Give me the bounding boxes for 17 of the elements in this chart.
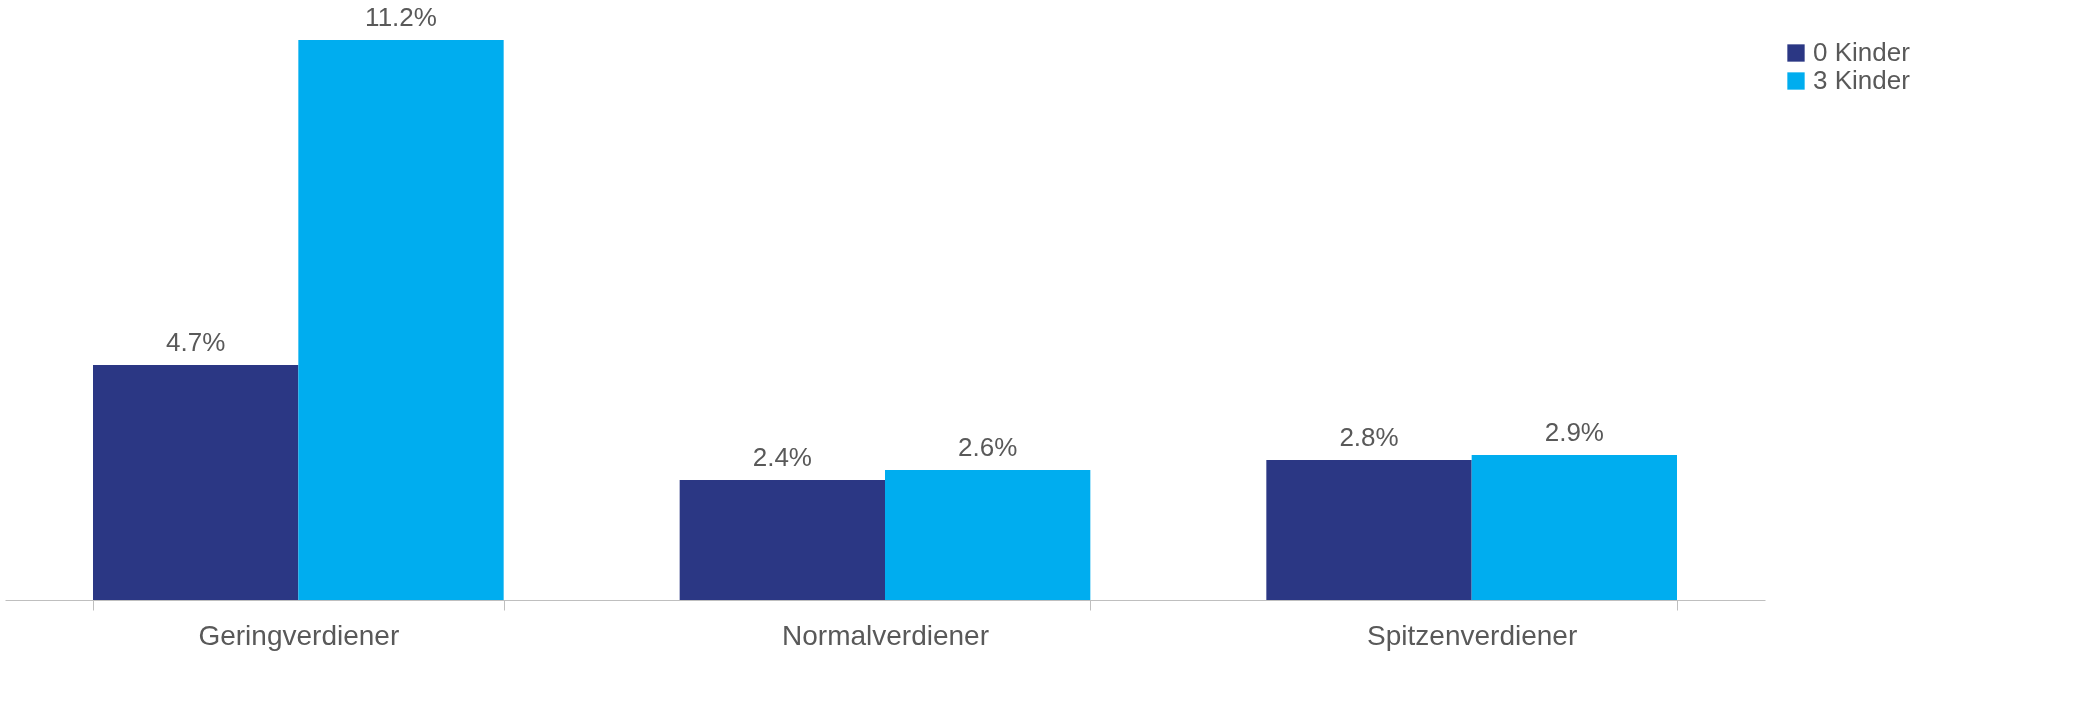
x-tick-label: Spitzenverdiener	[1367, 619, 1578, 651]
legend-label: 0 Kinder	[1813, 37, 1911, 67]
bar	[298, 40, 504, 600]
legend-label: 3 Kinder	[1813, 65, 1911, 95]
data-label: 2.6%	[958, 432, 1018, 462]
x-tick-label: Geringverdiener	[198, 619, 400, 651]
bar	[93, 365, 299, 600]
bar	[679, 480, 885, 600]
bar	[885, 470, 1091, 600]
data-label: 11.2%	[365, 2, 437, 32]
data-label: 4.7%	[166, 327, 226, 357]
data-label: 2.4%	[752, 442, 812, 472]
bar	[1266, 460, 1472, 600]
data-label: 2.8%	[1339, 422, 1399, 452]
data-label: 2.9%	[1544, 417, 1604, 447]
bar	[1471, 455, 1677, 600]
x-tick-label: Normalverdiener	[782, 619, 989, 651]
